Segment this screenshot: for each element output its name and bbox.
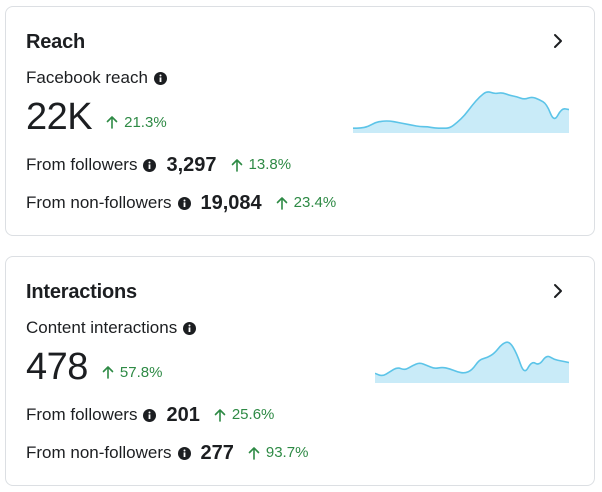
up-arrow-icon: [276, 197, 287, 210]
up-arrow-icon: [106, 116, 118, 129]
up-arrow-icon: [231, 159, 242, 172]
nonfollowers-value: 19,084: [200, 192, 262, 214]
change-indicator: 13.8%: [231, 154, 292, 176]
chevron-right-icon[interactable]: [548, 31, 568, 51]
metric-value: 22K: [26, 96, 93, 138]
change-value: 93.7%: [265, 444, 309, 461]
info-icon[interactable]: [177, 196, 191, 210]
followers-label: From followers: [26, 155, 138, 174]
change-indicator: 25.6%: [214, 404, 275, 426]
followers-value: 3,297: [166, 154, 217, 176]
change-value: 13.8%: [248, 156, 292, 173]
reach-card[interactable]: Reach Facebook reach 22K 21.3% From foll…: [5, 6, 595, 236]
card-title: Reach: [26, 31, 86, 53]
nonfollowers-label: From non-followers: [26, 193, 172, 212]
metric-label: Content interactions: [26, 317, 197, 339]
metric-label: Facebook reach: [26, 67, 167, 89]
change-indicator: 23.4%: [276, 192, 337, 214]
metric-label-text: Content interactions: [26, 318, 178, 337]
sparkline-line: [353, 91, 569, 129]
info-icon[interactable]: [143, 158, 157, 172]
up-arrow-icon: [102, 366, 114, 379]
change-indicator: 57.8%: [102, 363, 163, 381]
followers-row: From followers 201 25.6%: [26, 404, 274, 426]
nonfollowers-row: From non-followers 277 93.7%: [26, 442, 308, 464]
nonfollowers-label: From non-followers: [26, 443, 172, 462]
up-arrow-icon: [248, 447, 260, 460]
followers-row: From followers 3,297 13.8%: [26, 154, 291, 176]
change-value: 21.3%: [124, 113, 167, 131]
nonfollowers-value: 277: [200, 442, 234, 464]
metric-value: 478: [26, 346, 88, 388]
interactions-card[interactable]: Interactions Content interactions 478 57…: [5, 256, 595, 486]
metric-label-text: Facebook reach: [26, 68, 148, 87]
sparkline-area: [375, 342, 569, 383]
chevron-right-icon[interactable]: [548, 281, 568, 301]
followers-label: From followers: [26, 405, 138, 424]
followers-value: 201: [166, 404, 200, 426]
main-metric: 22K 21.3%: [26, 95, 167, 139]
interactions-sparkline: [375, 341, 569, 383]
up-arrow-icon: [214, 409, 226, 422]
change-indicator: 21.3%: [106, 114, 167, 131]
info-icon[interactable]: [177, 446, 191, 460]
change-value: 57.8%: [119, 363, 163, 381]
card-title: Interactions: [26, 281, 137, 303]
main-metric: 478 57.8%: [26, 345, 162, 389]
sparkline-area: [353, 91, 569, 133]
info-icon[interactable]: [143, 408, 157, 422]
info-icon[interactable]: [183, 321, 197, 335]
change-value: 23.4%: [293, 194, 337, 211]
info-icon[interactable]: [153, 71, 167, 85]
sparkline-line: [375, 341, 569, 377]
change-value: 25.6%: [231, 406, 275, 423]
change-indicator: 93.7%: [248, 442, 309, 464]
reach-sparkline: [353, 91, 569, 133]
nonfollowers-row: From non-followers 19,084 23.4%: [26, 192, 336, 214]
